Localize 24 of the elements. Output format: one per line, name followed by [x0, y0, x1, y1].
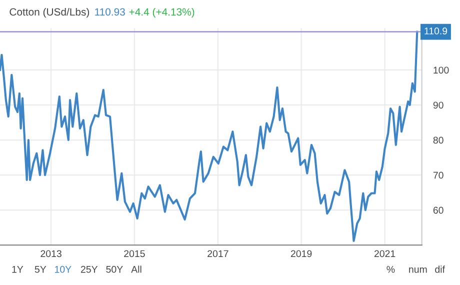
- y-tick-label: 70: [433, 172, 444, 179]
- x-tick-label: 2015: [124, 250, 145, 258]
- text: dif: [435, 266, 445, 273]
- y-tick-label: 100: [434, 66, 449, 74]
- text: 25Y: [80, 266, 98, 273]
- text: num: [409, 267, 427, 273]
- text: All: [131, 266, 142, 273]
- y-tick-label: 60: [433, 206, 444, 214]
- text: 110.93: [95, 8, 125, 16]
- text: 50Y: [106, 266, 123, 273]
- text: %: [386, 266, 395, 273]
- x-tick-label: 2013: [40, 250, 62, 258]
- ref-line-label: 110.9: [424, 28, 448, 34]
- text: 1Y: [12, 266, 24, 273]
- x-tick-label: 2019: [290, 250, 312, 258]
- line-series: [0, 30, 418, 242]
- chart-title: Cotton (USd/Lbs): [10, 8, 90, 18]
- y-tick-label: 90: [433, 102, 444, 109]
- x-tick-label: 2017: [208, 250, 228, 258]
- x-tick-label: 2021: [374, 250, 396, 258]
- text: 10Y: [55, 266, 72, 273]
- text: +4.4 (+4.13%): [129, 8, 194, 18]
- y-tick-label: 80: [433, 136, 444, 144]
- text: 5Y: [34, 266, 46, 273]
